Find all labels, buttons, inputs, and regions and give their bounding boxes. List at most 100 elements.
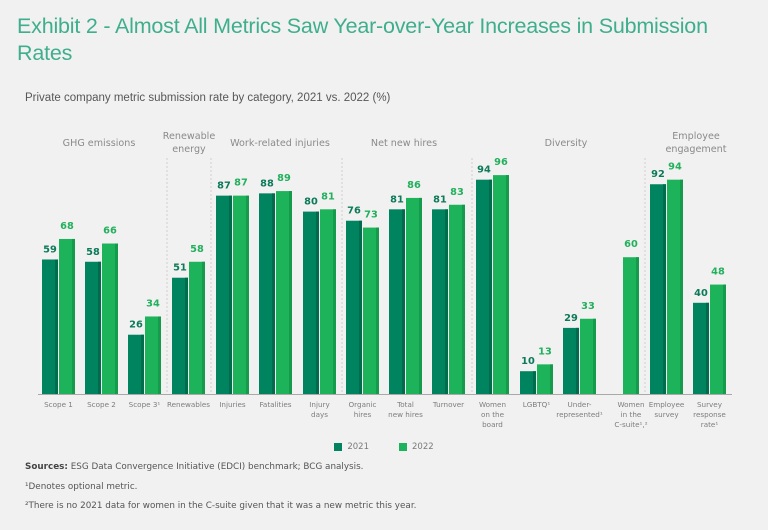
group-header-label: engagement [665,144,726,155]
bar-2021 [128,334,144,394]
value-label-2022: 86 [407,180,421,191]
bar-edge-2021 [489,179,492,394]
category-tick-label: on the [481,410,505,419]
group-header-label: Renewable [163,131,216,142]
value-label-2022: 33 [581,301,595,312]
bar-2021 [693,302,709,394]
bar-edge-2021 [359,220,362,394]
bar-chart: GHG emissions Renewable energy Work-related… [38,131,732,429]
legend-item-2021: 2021 [334,442,369,452]
footnote-1: ¹Denotes optional metric. [25,481,138,492]
value-label-2022: 96 [494,157,508,168]
category-tick-label: new hires [388,410,423,419]
group-header-label: Work-related injuries [230,138,330,149]
bar-edge-2022 [376,227,379,394]
bar-2022 [623,257,639,394]
group-header-label: Diversity [545,138,588,149]
bar-edge-2022 [333,209,336,394]
category-tick-label: Survey [697,400,723,409]
bar-2021 [346,220,362,394]
bar-edge-2022 [246,195,249,394]
bar-2021 [432,209,448,394]
bar-edge-2022 [593,318,596,394]
value-label-2021: 80 [304,197,318,208]
bar-2022 [102,243,118,394]
category-tick-label: hires [354,410,372,419]
bar-2022 [710,284,726,394]
bar-2021 [216,195,232,394]
bar-edge-2021 [706,302,709,394]
bar-edge-2022 [550,364,553,394]
category-tick-label: Injuries [219,400,246,409]
bar-edge-2021 [55,259,58,394]
category-tick-label: Scope 2 [87,400,116,409]
bar-edge-2021 [272,193,275,394]
footnotes: Sources: ESG Data Convergence Initiative… [25,458,416,517]
bar-edge-2022 [462,204,465,394]
bar-2022 [580,318,596,394]
bar-edge-2021 [576,327,579,394]
bar-2021 [259,193,275,394]
value-label-2022: 60 [624,239,638,250]
bar-2021 [476,179,492,394]
bar-edge-2021 [98,261,101,394]
bar-edge-2021 [533,371,536,394]
legend-label-2022: 2022 [412,442,434,452]
bar-edge-2022 [419,197,422,394]
bar-edge-2022 [158,316,161,394]
bar-2021 [42,259,58,394]
bar-2021 [85,261,101,394]
chart-title: Exhibit 2 - Almost All Metrics Saw Year-… [17,14,708,65]
category-tick-label: Women [617,400,644,409]
legend-label-2021: 2021 [347,442,369,452]
bar-edge-2022 [72,238,75,394]
value-label-2021: 94 [477,165,491,176]
value-label-2022: 81 [321,191,335,202]
value-label-2021: 76 [347,206,361,217]
bar-edge-2021 [402,209,405,394]
bar-2022 [449,204,465,394]
bar-edge-2022 [680,179,683,394]
category-tick-label: C-suite¹,² [614,420,647,429]
value-label-2022: 89 [277,173,291,184]
bar-edge-2021 [185,277,188,394]
category-tick-label: Under- [568,400,592,409]
bar-edge-2022 [636,257,639,394]
category-tick-label: Women [479,400,506,409]
category-tick-label: Fatalities [259,400,291,409]
group-header-label: Employee [672,131,720,142]
bar-2021 [389,209,405,394]
bar-edge-2022 [202,261,205,394]
value-label-2021: 59 [43,244,57,255]
value-label-2021: 29 [564,313,578,324]
value-label-2022: 48 [711,267,725,278]
category-tick-label: board [482,420,503,429]
bar-2022 [233,195,249,394]
value-label-2022: 68 [60,221,74,232]
category-tick-label: Turnover [432,400,464,409]
category-tick-label: survey [654,410,679,419]
bar-2021 [303,211,319,394]
bar-2021 [563,327,579,394]
sources-label: Sources: [25,462,68,472]
category-tick-label: Employee [649,400,685,409]
bar-2022 [537,364,553,394]
sources-note: Sources: ESG Data Convergence Initiative… [25,458,416,478]
value-label-2021: 51 [173,263,187,274]
value-label-2021: 81 [433,194,447,205]
bar-2022 [189,261,205,394]
bar-2021 [172,277,188,394]
value-label-2022: 34 [146,298,160,309]
category-tick-label: in the [621,410,642,419]
category-tick-label: Renewables [167,400,210,409]
bar-edge-2022 [115,243,118,394]
bar-edge-2022 [723,284,726,394]
value-label-2021: 92 [651,169,665,180]
category-tick-label: Scope 1 [44,400,73,409]
bar-2022 [493,175,509,394]
bar-2022 [406,197,422,394]
value-label-2022: 66 [103,226,117,237]
bar-2022 [667,179,683,394]
bar-2022 [320,209,336,394]
category-tick-label: Organic [349,400,377,409]
